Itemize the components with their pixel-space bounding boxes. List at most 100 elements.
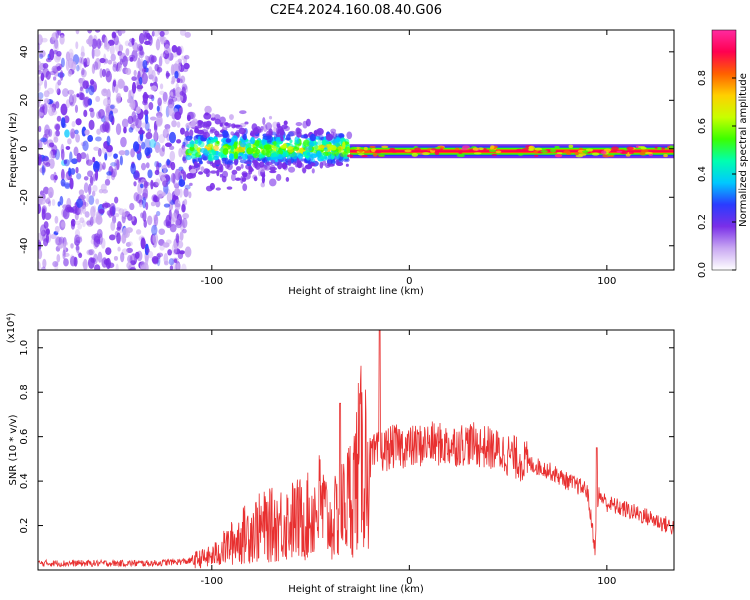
heatmap-cell — [490, 145, 495, 149]
heatmap-cell — [168, 131, 176, 144]
heatmap-cell — [171, 120, 177, 128]
heatmap-cell — [91, 38, 98, 49]
heatmap-cell — [233, 158, 238, 166]
heatmap-cell — [62, 249, 66, 260]
heatmap-cell — [132, 141, 140, 152]
heatmap-cell — [74, 104, 79, 113]
heatmap-cell — [296, 139, 300, 145]
heatmap-cell — [148, 101, 154, 111]
heatmap-cell — [639, 152, 646, 156]
heatmap-cell — [120, 30, 126, 34]
heatmap-cell — [130, 162, 136, 175]
heatmap-cell — [242, 183, 248, 192]
heatmap-cell — [235, 166, 242, 171]
heatmap-cell — [175, 233, 180, 244]
heatmap-cell — [491, 153, 498, 156]
heatmap-cell — [144, 113, 149, 125]
heatmap-cell — [158, 56, 163, 67]
heatmap-cell — [166, 158, 171, 166]
heatmap-cell — [147, 251, 154, 259]
heatmap-cell — [174, 199, 181, 211]
heatmap-cell — [145, 248, 150, 254]
heatmap-cell — [38, 261, 41, 270]
heatmap-cell — [138, 45, 143, 52]
heatmap-cell — [115, 30, 120, 34]
heatmap-cell — [288, 166, 296, 173]
heatmap-cell — [151, 69, 156, 82]
heatmap-cell — [171, 212, 178, 223]
heatmap-cell — [42, 186, 50, 195]
heatmap-cell — [51, 32, 58, 41]
heatmap-cell — [110, 168, 117, 178]
heatmap-cell — [93, 61, 99, 71]
heatmap-cell — [139, 46, 144, 56]
heatmap-cell — [56, 115, 62, 122]
heatmap-cell — [177, 251, 184, 260]
heatmap-cell — [611, 146, 619, 151]
heatmap-cell — [51, 65, 59, 74]
heatmap-cell — [534, 154, 539, 157]
colorbar: 0.0 0.2 0.4 0.6 0.8 Normalized spectral ampl… — [697, 29, 749, 278]
heatmap-cell — [115, 263, 119, 270]
heatmap-cell — [317, 138, 323, 146]
heatmap-cell — [265, 150, 272, 158]
heatmap-cell — [86, 219, 94, 228]
heatmap-cell — [118, 80, 126, 88]
heatmap-cell — [88, 85, 95, 96]
heatmap-cell — [287, 131, 294, 137]
heatmap-cell — [71, 158, 78, 165]
heatmap-cell — [38, 34, 43, 46]
colorbar-tick-label: 0.2 — [697, 214, 708, 230]
heatmap-cell — [102, 162, 106, 170]
heatmap-cell — [89, 176, 94, 186]
heatmap-cell — [103, 259, 110, 266]
heatmap-cell — [95, 198, 100, 205]
heatmap-cell — [163, 203, 171, 208]
heatmap-cell — [517, 153, 524, 156]
heatmap-cell — [189, 182, 193, 187]
heatmap-cell — [42, 258, 47, 269]
heatmap-cell — [239, 110, 247, 115]
heatmap-cell — [134, 251, 140, 259]
heatmap-cell — [122, 55, 128, 68]
heatmap-cell — [139, 202, 143, 208]
heatmap-cell — [142, 99, 148, 106]
spectrogram-y-label: Frequency (Hz) — [8, 112, 19, 188]
heatmap-cell — [325, 144, 331, 149]
heatmap-cell — [47, 186, 54, 199]
heatmap-cell — [199, 148, 208, 153]
heatmap-cell — [169, 223, 177, 233]
heatmap-cell — [47, 106, 55, 117]
heatmap-cell — [38, 125, 42, 133]
heatmap-cell — [117, 50, 123, 56]
heatmap-cell — [260, 182, 266, 188]
heatmap-cell — [52, 261, 59, 267]
heatmap-cell — [113, 255, 119, 261]
heatmap-cell — [125, 242, 131, 247]
heatmap-cell — [83, 96, 91, 107]
heatmap-cell — [88, 195, 95, 206]
heatmap-cell — [162, 91, 168, 103]
heatmap-cell — [156, 211, 161, 217]
heatmap-cell — [131, 111, 137, 123]
heatmap-cell — [229, 114, 234, 120]
heatmap-cell — [202, 121, 207, 129]
heatmap-cell — [180, 75, 186, 84]
heatmap-cell — [64, 173, 69, 181]
heatmap-cell — [591, 152, 600, 156]
heatmap-cell — [458, 151, 463, 154]
heatmap-cell — [335, 133, 344, 138]
heatmap-cell — [68, 94, 74, 106]
heatmap-cell — [299, 158, 306, 162]
heatmap-cell — [41, 37, 48, 43]
heatmap-cell — [299, 148, 304, 154]
heatmap-cell — [249, 132, 255, 136]
heatmap-cell — [154, 144, 160, 154]
heatmap-cell — [411, 152, 419, 157]
heatmap-cell — [92, 173, 97, 182]
heatmap-cell — [183, 187, 189, 198]
heatmap-cell — [126, 227, 133, 233]
heatmap-cell — [144, 55, 149, 61]
heatmap-cell — [55, 101, 60, 109]
heatmap-cell — [259, 167, 266, 173]
